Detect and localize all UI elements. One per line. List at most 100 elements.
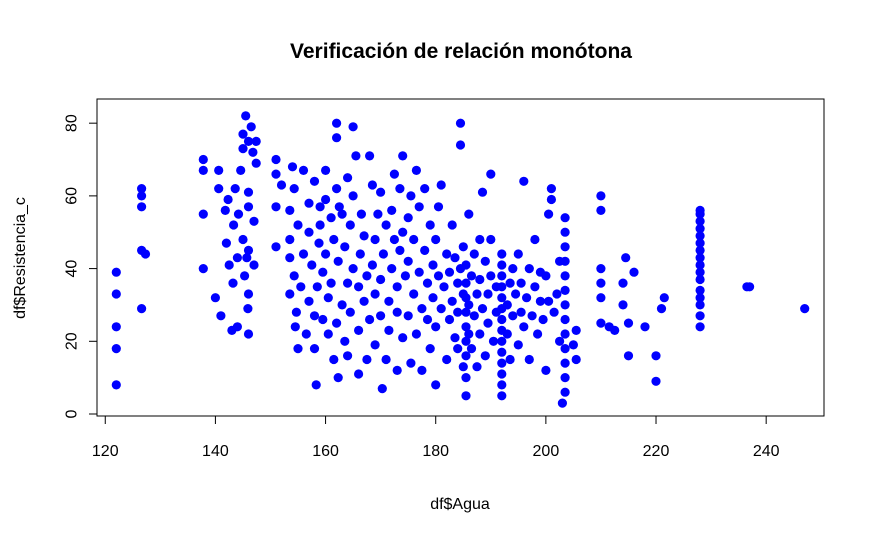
data-point xyxy=(497,314,507,325)
data-point xyxy=(333,373,343,383)
data-point xyxy=(384,325,394,335)
data-point xyxy=(395,184,405,194)
data-point xyxy=(137,202,147,212)
data-point xyxy=(398,333,408,343)
data-point xyxy=(480,256,490,266)
data-point xyxy=(224,260,234,270)
data-point xyxy=(392,282,402,292)
data-point xyxy=(477,187,488,197)
data-point xyxy=(458,362,468,372)
data-point xyxy=(220,205,230,215)
data-point xyxy=(370,289,380,299)
data-point xyxy=(323,293,333,303)
data-point xyxy=(461,293,471,303)
data-point xyxy=(442,249,452,259)
data-point xyxy=(332,118,342,128)
data-point xyxy=(469,249,479,259)
data-point xyxy=(251,158,261,168)
data-point xyxy=(351,151,361,161)
data-point xyxy=(524,354,534,365)
data-point xyxy=(420,184,430,194)
data-point xyxy=(329,354,339,365)
data-point xyxy=(321,194,331,205)
data-point xyxy=(332,318,342,328)
data-point xyxy=(377,384,387,394)
data-point xyxy=(315,220,325,230)
x-tick-label: 220 xyxy=(643,443,670,460)
data-point xyxy=(428,293,438,303)
data-point xyxy=(248,147,258,157)
data-point xyxy=(249,260,259,270)
data-point xyxy=(214,184,224,194)
data-point xyxy=(560,271,570,281)
data-point xyxy=(475,234,485,245)
data-point xyxy=(695,311,705,321)
data-point xyxy=(621,253,631,263)
data-point xyxy=(447,296,457,306)
data-point xyxy=(291,307,301,317)
data-point xyxy=(243,329,254,339)
data-point xyxy=(198,154,208,165)
data-point xyxy=(326,213,336,223)
data-point xyxy=(221,238,231,248)
data-point xyxy=(560,387,570,397)
data-point xyxy=(530,234,540,245)
data-point xyxy=(486,271,496,281)
data-point xyxy=(271,242,281,252)
data-point xyxy=(629,267,639,277)
data-point xyxy=(111,344,121,354)
data-point xyxy=(409,289,419,299)
data-point xyxy=(420,245,430,255)
data-point xyxy=(359,296,369,306)
data-point xyxy=(618,278,628,288)
data-point xyxy=(403,311,413,321)
data-point xyxy=(392,307,402,317)
data-point xyxy=(387,264,397,274)
data-point xyxy=(232,322,242,332)
data-point xyxy=(497,336,507,346)
data-point xyxy=(544,296,554,306)
data-point xyxy=(198,264,208,274)
data-point xyxy=(311,380,321,390)
data-point xyxy=(367,260,377,270)
data-point xyxy=(695,224,705,234)
data-point xyxy=(497,358,507,368)
data-point xyxy=(198,165,208,175)
data-point xyxy=(549,307,559,317)
data-point xyxy=(329,234,339,245)
data-point xyxy=(214,165,224,175)
data-point xyxy=(414,267,424,277)
data-point xyxy=(453,278,463,288)
data-point xyxy=(298,165,309,175)
x-tick-label: 240 xyxy=(753,443,780,460)
data-point xyxy=(695,238,705,248)
data-point xyxy=(453,344,463,354)
data-point xyxy=(287,162,298,172)
data-point xyxy=(387,205,397,215)
data-point xyxy=(695,245,705,255)
data-point xyxy=(354,369,364,379)
data-point xyxy=(309,344,320,354)
data-point xyxy=(137,304,147,314)
data-point xyxy=(464,300,474,310)
x-axis-label: df$Agua xyxy=(430,496,490,513)
data-point xyxy=(406,191,416,201)
data-point xyxy=(538,314,548,325)
data-point xyxy=(623,351,634,361)
data-point xyxy=(243,289,254,299)
data-point xyxy=(560,213,570,223)
data-point xyxy=(488,336,499,346)
data-point xyxy=(362,354,372,365)
data-point xyxy=(343,173,353,183)
data-point xyxy=(497,249,507,259)
data-point xyxy=(596,318,606,328)
data-point xyxy=(453,307,463,317)
data-point xyxy=(516,278,526,288)
data-point xyxy=(271,154,281,165)
data-point xyxy=(431,380,441,390)
y-tick-label: 0 xyxy=(64,409,81,418)
data-point xyxy=(411,329,421,339)
data-point xyxy=(483,318,493,328)
data-point xyxy=(497,380,507,390)
data-point xyxy=(210,293,220,303)
